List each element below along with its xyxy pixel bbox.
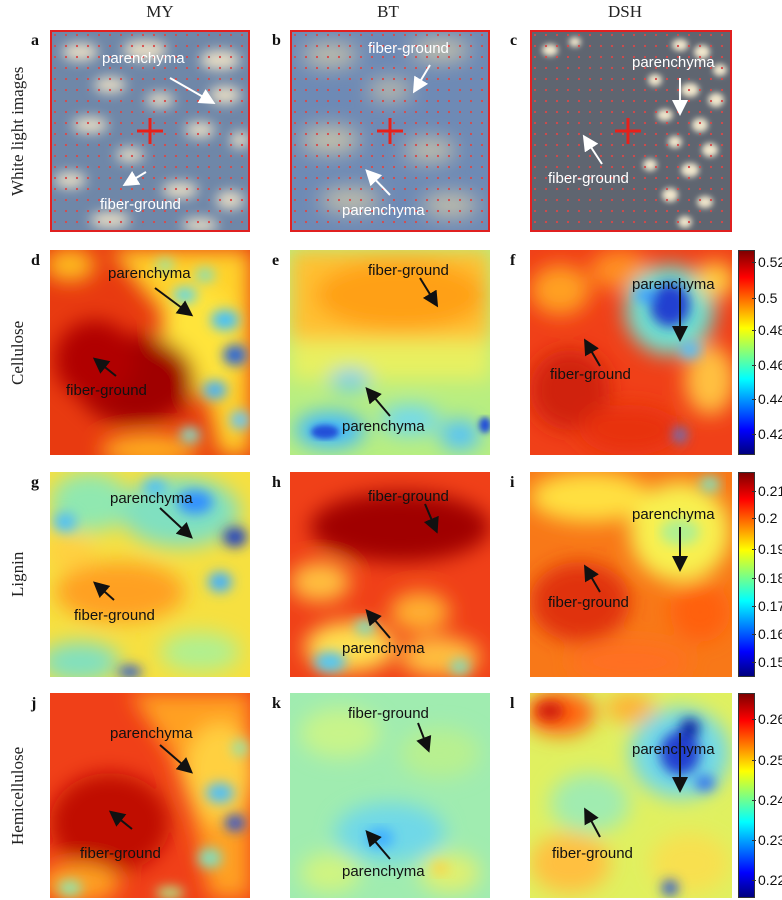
label-parenchyma: parenchyma: [342, 202, 425, 219]
label-fiber-ground: fiber-ground: [74, 607, 155, 624]
colorbar-tick: 0.23: [751, 832, 782, 848]
label-parenchyma: parenchyma: [342, 863, 425, 880]
label-parenchyma: parenchyma: [632, 741, 715, 758]
label-fiber-ground: fiber-ground: [368, 488, 449, 505]
colorbar-tick: 0.44: [751, 391, 782, 407]
colorbar-tick: 0.46: [751, 357, 782, 373]
colorbar-tick: 0.26: [751, 711, 782, 727]
colorbar-tick: 0.15: [751, 654, 782, 670]
panel-e-cellulose-bt: fiber-ground parenchyma: [290, 250, 490, 455]
colorbar-cellulose: [738, 250, 755, 455]
column-header-bt: BT: [377, 2, 399, 21]
colorbar-tick: 0.17: [751, 598, 782, 614]
label-fiber-ground: fiber-ground: [80, 845, 161, 862]
label-fiber-ground: fiber-ground: [66, 382, 147, 399]
colorbar-tick: 0.2: [751, 510, 778, 526]
label-parenchyma: parenchyma: [342, 640, 425, 657]
label-fiber-ground: fiber-ground: [548, 594, 629, 611]
panel-letter-k: k: [272, 695, 281, 712]
panel-l-hemicellulose-dsh: parenchyma fiber-ground: [530, 693, 732, 898]
label-parenchyma: parenchyma: [110, 490, 193, 507]
panel-letter-g: g: [31, 474, 39, 491]
label-parenchyma: parenchyma: [102, 50, 185, 67]
label-fiber-ground: fiber-ground: [368, 40, 449, 57]
panel-b-white-light-bt: fiber-ground parenchyma: [290, 30, 490, 232]
label-parenchyma: parenchyma: [108, 265, 191, 282]
colorbar-tick: 0.18: [751, 570, 782, 586]
panel-letter-f: f: [510, 252, 516, 269]
panel-letter-c: c: [510, 32, 518, 49]
label-fiber-ground: fiber-ground: [100, 196, 181, 213]
label-parenchyma: parenchyma: [342, 418, 425, 435]
panel-letter-i: i: [510, 474, 515, 491]
colorbar-tick: 0.52: [751, 254, 782, 270]
panel-f-cellulose-dsh: parenchyma fiber-ground: [530, 250, 732, 455]
colorbar-tick: 0.5: [751, 290, 778, 306]
label-parenchyma: parenchyma: [110, 725, 193, 742]
colorbar-lignin: [738, 472, 755, 677]
panel-a-white-light-my: parenchyma fiber-ground: [50, 30, 250, 232]
panel-letter-b: b: [272, 32, 281, 49]
panel-letter-h: h: [272, 474, 281, 491]
label-fiber-ground: fiber-ground: [348, 705, 429, 722]
label-parenchyma: parenchyma: [632, 54, 715, 71]
colorbar-tick: 0.42: [751, 426, 782, 442]
column-header-dsh: DSH: [607, 2, 642, 21]
panel-j-hemicellulose-my: parenchyma fiber-ground: [50, 693, 250, 898]
row-header-white-light: White light images: [8, 66, 27, 196]
colorbar-hemicellulose: [738, 693, 755, 898]
colorbar-tick: 0.25: [751, 752, 782, 768]
label-fiber-ground: fiber-ground: [548, 170, 629, 187]
row-header-hemicellulose: Hemicellulose: [8, 746, 27, 845]
panel-c-white-light-dsh: parenchyma fiber-ground: [530, 30, 732, 232]
panel-g-lignin-my: parenchyma fiber-ground: [50, 472, 250, 677]
label-fiber-ground: fiber-ground: [368, 262, 449, 279]
colorbar-tick: 0.19: [751, 541, 782, 557]
column-header-my: MY: [146, 2, 174, 21]
panel-letter-j: j: [31, 695, 37, 712]
label-fiber-ground: fiber-ground: [550, 366, 631, 383]
panel-letter-e: e: [272, 252, 280, 269]
panel-letter-a: a: [31, 32, 39, 49]
colorbar-tick: 0.48: [751, 322, 782, 338]
panel-k-hemicellulose-bt: fiber-ground parenchyma: [290, 693, 490, 898]
row-header-cellulose: Cellulose: [8, 320, 27, 385]
colorbar-tick: 0.21: [751, 483, 782, 499]
panel-h-lignin-bt: fiber-ground parenchyma: [290, 472, 490, 677]
label-parenchyma: parenchyma: [632, 506, 715, 523]
panel-d-cellulose-my: parenchyma fiber-ground: [50, 250, 250, 455]
panel-letter-l: l: [510, 695, 515, 712]
colorbar-tick: 0.22: [751, 872, 782, 888]
colorbar-tick: 0.16: [751, 626, 782, 642]
panel-letter-d: d: [31, 252, 40, 269]
label-parenchyma: parenchyma: [632, 276, 715, 293]
label-fiber-ground: fiber-ground: [552, 845, 633, 862]
row-header-lignin: Lignin: [8, 551, 27, 598]
colorbar-tick: 0.24: [751, 792, 782, 808]
panel-i-lignin-dsh: parenchyma fiber-ground: [530, 472, 732, 677]
